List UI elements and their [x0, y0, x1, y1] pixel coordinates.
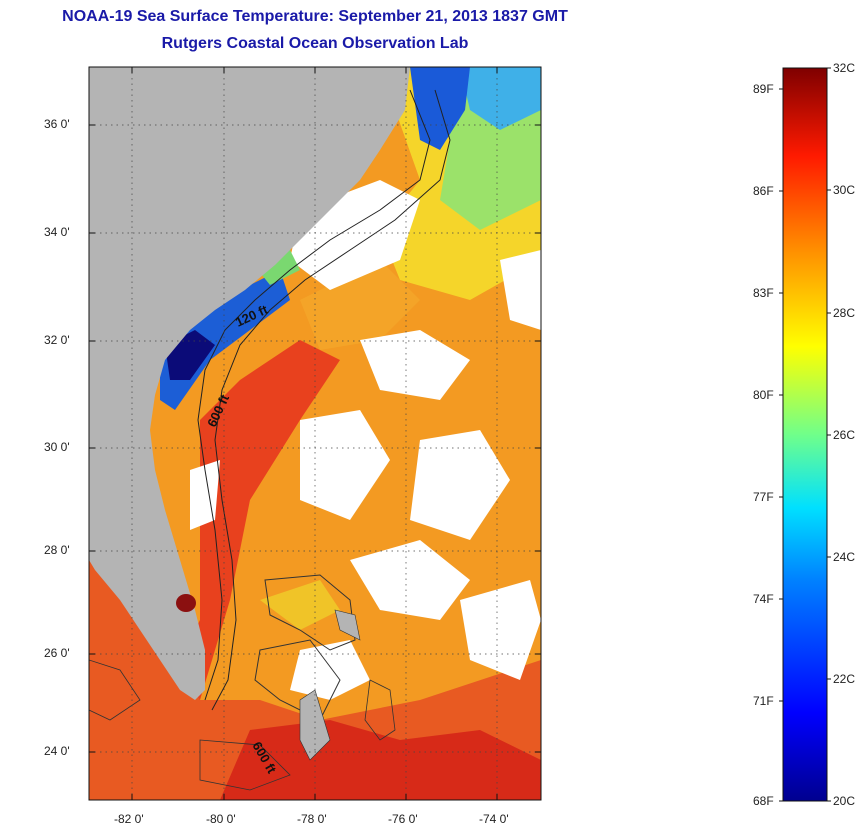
lon-tick-label: -76 0' — [388, 812, 418, 826]
land-mainland — [89, 67, 410, 700]
abaco-island — [334, 609, 361, 641]
lat-tick-label: 30 0' — [44, 440, 70, 454]
cloud-mask — [360, 330, 470, 400]
colorbar-fahrenheit-label: 71F — [753, 694, 774, 708]
colorbar-celsius-label: 22C — [833, 672, 856, 686]
map-graticule — [89, 67, 541, 800]
map-subtitle: Rutgers Coastal Ocean Observation Lab — [161, 35, 469, 52]
cloud-mask — [290, 640, 370, 700]
sst-blue-region — [410, 67, 470, 150]
colorbar-fahrenheit-label: 74F — [753, 592, 774, 606]
colorbar-celsius-label: 24C — [833, 550, 856, 564]
lat-tick-label: 26 0' — [44, 646, 70, 660]
cloud-mask — [300, 410, 390, 520]
contour-600ft — [211, 89, 451, 711]
colorbar-fahrenheit-label: 86F — [753, 184, 774, 198]
colorbar-ticks — [779, 67, 831, 802]
sst-bank-yellow — [260, 580, 340, 630]
colorbar-celsius-label: 20C — [833, 794, 856, 808]
colorbar-fahrenheit-label: 77F — [753, 490, 774, 504]
cloud-mask — [410, 430, 510, 540]
contour-120ft — [197, 89, 431, 701]
lat-tick-label: 32 0' — [44, 333, 70, 347]
bahamas-bank-contour — [264, 574, 356, 651]
sst-mid-orange — [300, 260, 420, 350]
colorbar-fahrenheit-label: 80F — [753, 388, 774, 402]
lon-tick-label: -74 0' — [479, 812, 509, 826]
sst-cyan-region — [460, 67, 541, 130]
map-title: NOAA-19 Sea Surface Temperature: Septemb… — [62, 8, 568, 25]
colorbar-celsius-label: 32C — [833, 61, 856, 75]
frame-ticks — [89, 67, 541, 800]
lon-tick-label: -82 0' — [114, 812, 144, 826]
colorbar-celsius-label: 30C — [833, 183, 856, 197]
lake-okeechobee — [176, 594, 196, 612]
bahamas-bank-contour — [364, 679, 396, 741]
lat-tick-label: 28 0' — [44, 543, 70, 557]
colorbar-fahrenheit-label: 83F — [753, 286, 774, 300]
colorbar — [782, 67, 828, 802]
colorbar-celsius-label: 26C — [833, 428, 856, 442]
lon-tick-label: -80 0' — [206, 812, 236, 826]
lon-tick-label: -78 0' — [297, 812, 327, 826]
andros-island — [299, 689, 331, 761]
colorbar-fahrenheit-label: 68F — [753, 794, 774, 808]
lat-tick-label: 24 0' — [44, 744, 70, 758]
lat-tick-label: 34 0' — [44, 225, 70, 239]
cloud-mask — [500, 250, 541, 330]
cloud-mask — [350, 540, 470, 620]
keys-contour — [89, 659, 141, 721]
colorbar-celsius-label: 28C — [833, 306, 856, 320]
lat-tick-label: 36 0' — [44, 117, 70, 131]
colorbar-fahrenheit-label: 89F — [753, 82, 774, 96]
cloud-mask — [460, 580, 541, 680]
cay-sal-contour — [199, 739, 291, 791]
